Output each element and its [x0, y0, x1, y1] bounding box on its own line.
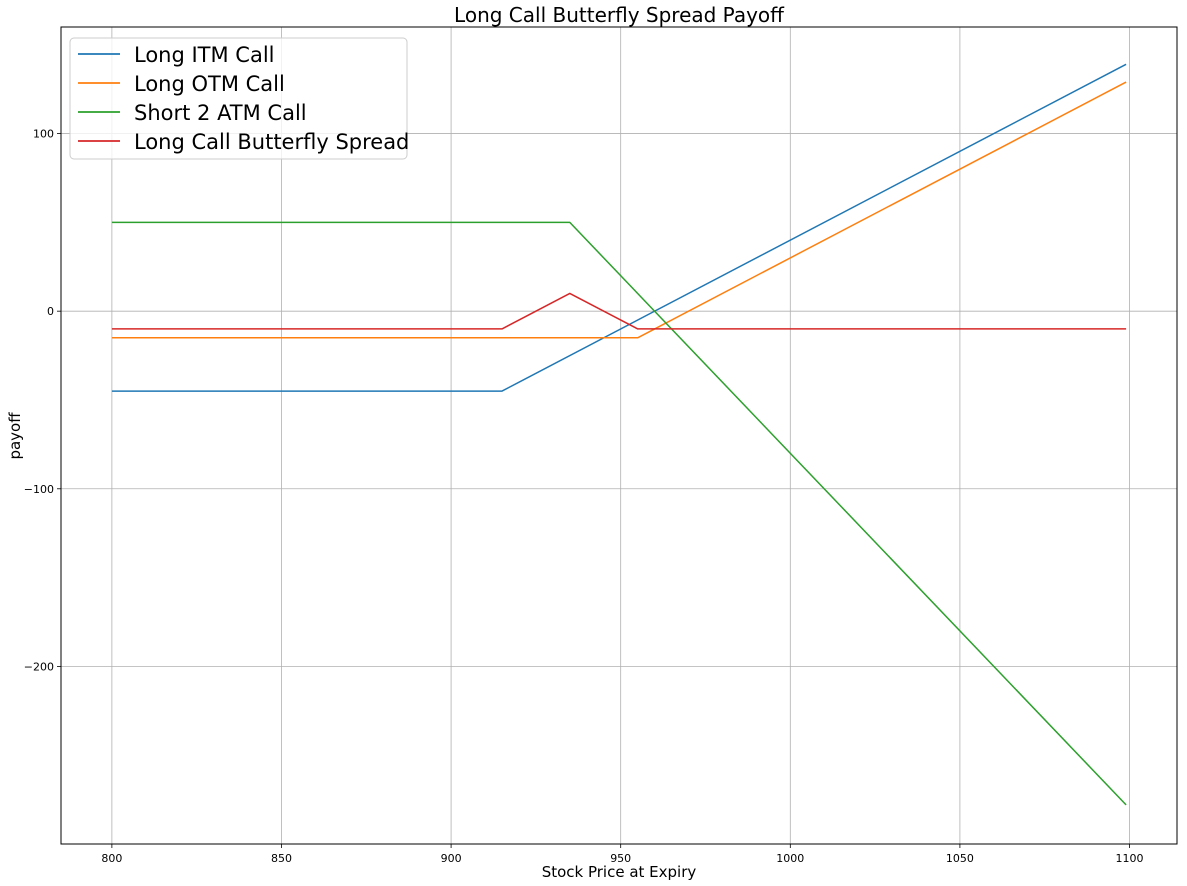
x-axis-label: Stock Price at Expiry	[542, 863, 697, 881]
legend-label-short-2-atm-call: Short 2 ATM Call	[134, 101, 307, 125]
chart-title: Long Call Butterfly Spread Payoff	[454, 3, 785, 27]
legend-box	[69, 37, 408, 160]
legend: Long ITM Call Long OTM Call Short 2 ATM Ca…	[69, 37, 409, 160]
x-tick-label: 850	[271, 852, 292, 865]
series-line-short-2-atm-call	[111, 221, 1127, 806]
y-axis-label: payoff	[6, 412, 24, 460]
y-tick-label: −100	[24, 483, 54, 496]
x-tick-label: 1000	[776, 852, 804, 865]
legend-label-long-otm-call: Long OTM Call	[134, 72, 285, 96]
y-tick-label: −200	[24, 660, 54, 673]
y-tick-label: 100	[33, 128, 54, 141]
legend-label-long-call-butterfly-spread: Long Call Butterfly Spread	[134, 130, 409, 154]
x-tick-label: 800	[101, 852, 122, 865]
series-line-long-call-butterfly-spread	[111, 292, 1127, 330]
plot-frame	[60, 26, 1178, 845]
y-tick-label: 0	[47, 305, 54, 318]
series-line-long-itm-call	[111, 63, 1127, 392]
x-tick-label: 950	[610, 852, 631, 865]
series-line-long-otm-call	[111, 81, 1127, 339]
x-tick-label: 1050	[946, 852, 974, 865]
legend-label-long-itm-call: Long ITM Call	[134, 43, 275, 67]
x-tick-label: 900	[441, 852, 462, 865]
series-lines	[111, 63, 1127, 806]
x-tick-label: 1100	[1116, 852, 1144, 865]
